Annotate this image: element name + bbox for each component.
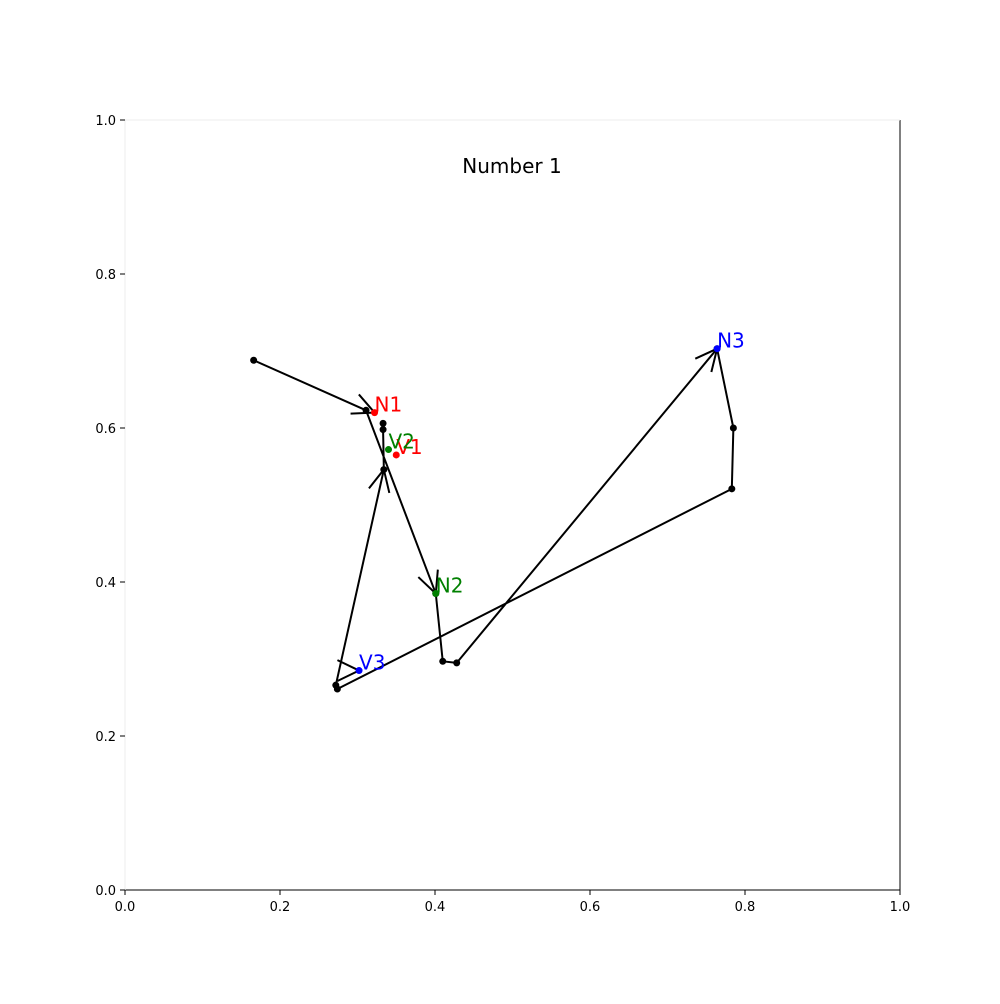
path-vertex-point xyxy=(250,356,258,364)
x-tick-label: 0.0 xyxy=(115,900,136,915)
path-vertex-point xyxy=(380,466,388,474)
y-tick-label: 0.6 xyxy=(95,422,116,437)
x-tick-label: 0.2 xyxy=(270,900,291,915)
labeled-point-n2 xyxy=(432,590,440,598)
path-vertex-point xyxy=(362,406,370,414)
path-vertex-point xyxy=(729,424,737,432)
axes-layer: 0.0 0.2 0.4 0.6 0.8 1.0 0.0 0.2 0.4 0.6 0.8 1.0 xyxy=(95,114,910,915)
y-tick-label: 0.0 xyxy=(95,884,116,899)
x-tick-label: 0.4 xyxy=(425,900,446,915)
path-vertex-point xyxy=(332,681,340,689)
labeled-point-v2 xyxy=(385,446,392,454)
x-tick-label: 0.8 xyxy=(735,900,756,915)
x-tick-label: 1.0 xyxy=(890,900,911,915)
point-layer xyxy=(250,345,737,693)
path-vertex-point xyxy=(728,485,736,493)
chart-title: Number 1 xyxy=(462,154,561,178)
point-label-v1: V1 xyxy=(396,435,422,459)
path-vertex-point xyxy=(453,659,461,667)
labeled-point-v1 xyxy=(392,451,400,459)
y-tick-label: 0.2 xyxy=(95,730,116,745)
point-label-n3: N3 xyxy=(717,329,745,353)
labeled-point-v3 xyxy=(355,667,363,675)
y-tick-label: 0.4 xyxy=(95,576,116,591)
labeled-point-n3 xyxy=(713,345,721,353)
path-vertex-point xyxy=(379,426,387,434)
labeled-point-n1 xyxy=(371,409,379,417)
x-tick-label: 0.6 xyxy=(580,900,601,915)
path-layer xyxy=(253,346,735,691)
path-vertex-point xyxy=(439,657,447,665)
y-tick-label: 1.0 xyxy=(95,114,116,129)
point-label-v3: V3 xyxy=(359,651,385,675)
point-label-v2: V2 xyxy=(389,430,415,454)
path-vertex-point xyxy=(379,419,387,427)
y-tick-label: 0.8 xyxy=(95,268,116,283)
point-label-n2: N2 xyxy=(436,574,464,598)
trajectory-line xyxy=(253,347,735,691)
point-label-n1: N1 xyxy=(375,393,403,417)
